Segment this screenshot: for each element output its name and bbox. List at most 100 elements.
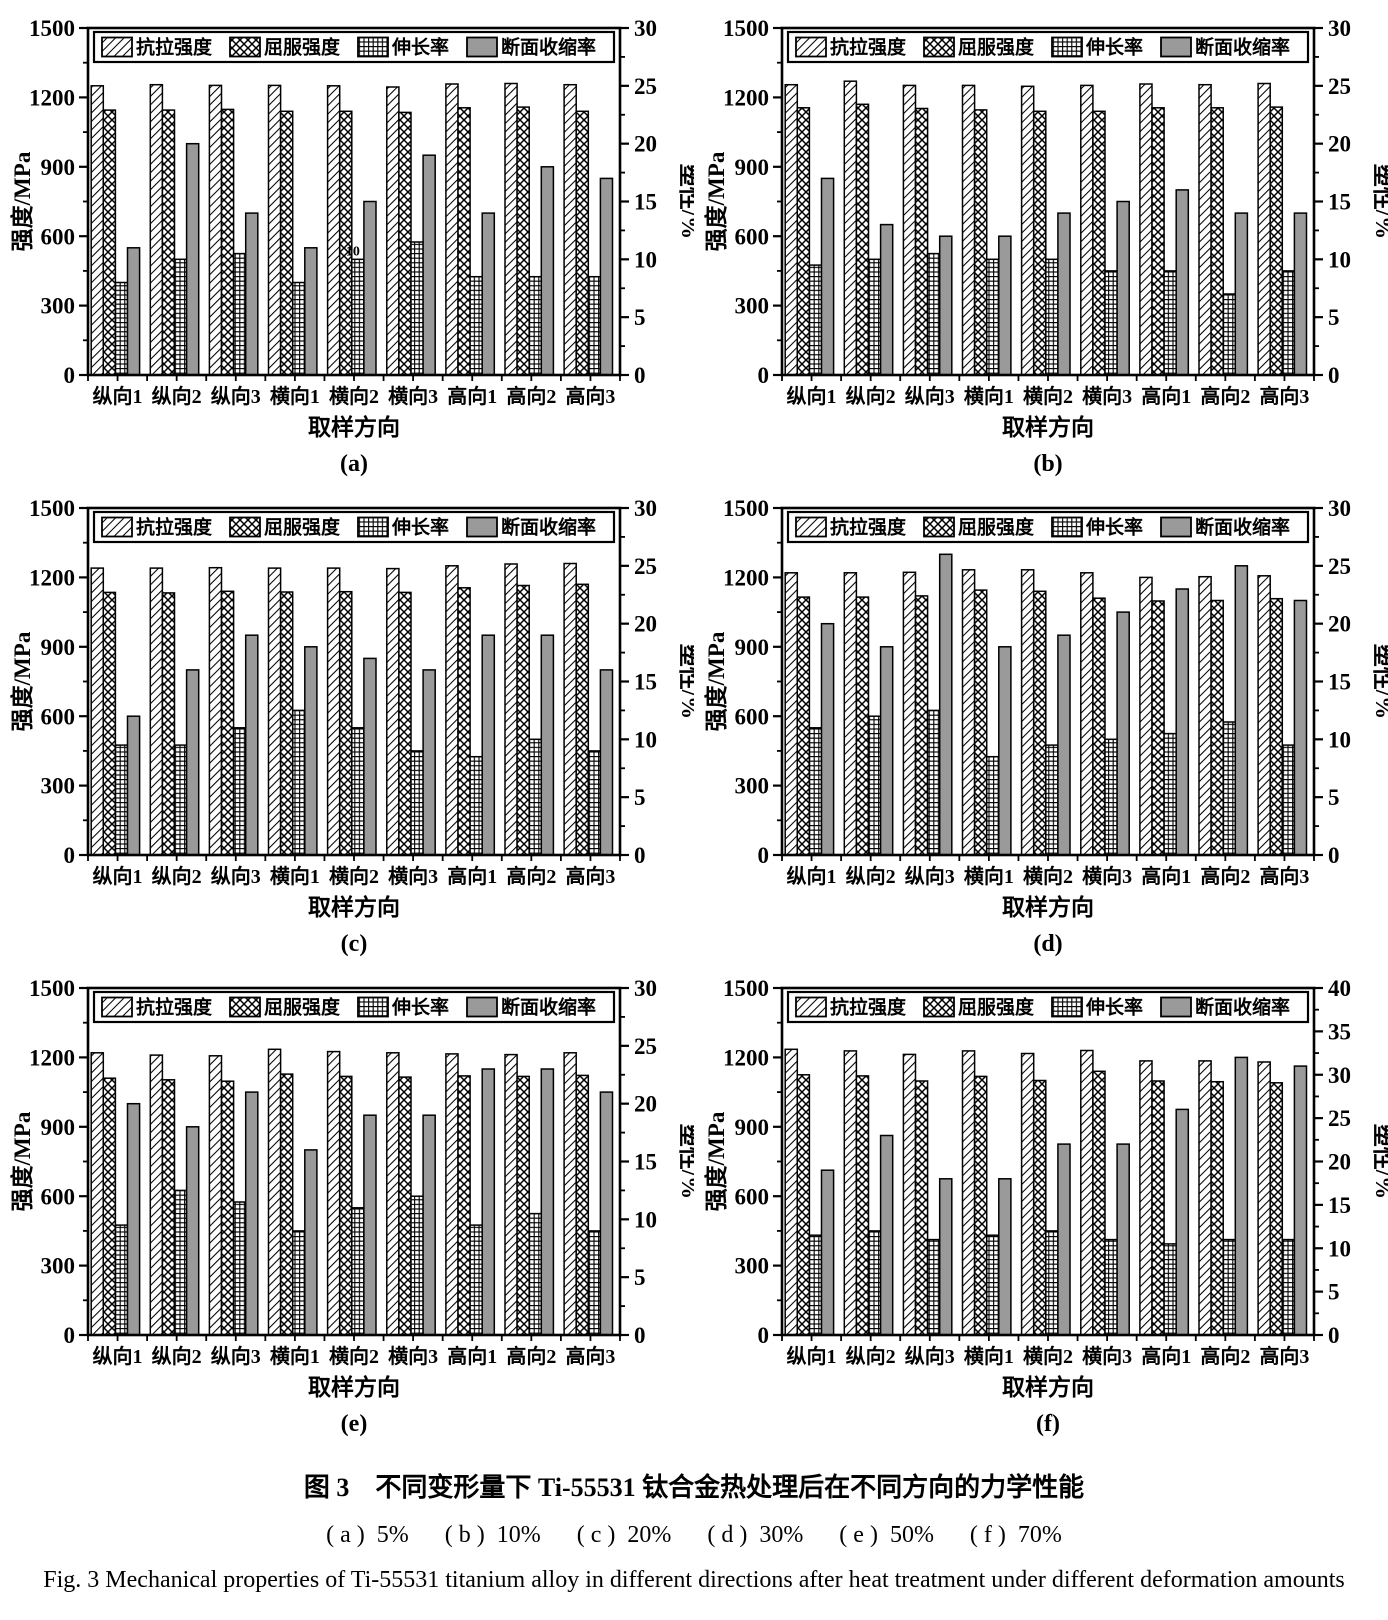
bar-断面收缩率-横向3	[422, 669, 436, 856]
x-category-label: 横向2	[1023, 864, 1073, 888]
x-category-label: 高向3	[1259, 1344, 1309, 1368]
legend-label: 屈服强度	[958, 36, 1035, 59]
bar-抗拉强度-横向2	[1020, 85, 1035, 376]
legend: 抗拉强度 屈服强度 伸长率 断面收缩率	[786, 990, 1310, 1024]
bar-屈服强度-横向1	[973, 1075, 988, 1336]
bar-屈服强度-高向2	[1210, 1080, 1224, 1336]
right-tick-label: 15	[634, 190, 657, 215]
bar-断面收缩率-高向1	[481, 634, 496, 856]
left-tick-label: 600	[735, 224, 770, 249]
bar-伸长率-高向2	[528, 275, 543, 376]
x-category-label: 横向3	[388, 1344, 438, 1368]
bar-屈服强度-高向3	[575, 110, 590, 376]
bar-抗拉强度-横向3	[386, 1052, 400, 1336]
chart-a-canvas: 0 300 600 900 1200 1500 0 5 10 15 20 25 30 纵向1 纵向2 纵向3 横…	[9, 16, 694, 477]
bar-抗拉强度-横向3	[386, 86, 400, 376]
x-category-label: 纵向1	[787, 1344, 837, 1368]
bar-屈服强度-纵向1	[102, 109, 117, 376]
bar-断面收缩率-纵向2	[879, 223, 894, 376]
bar-屈服强度-高向2	[516, 1075, 530, 1336]
bar-伸长率-横向1	[291, 281, 306, 376]
x-category-label: 纵向1	[93, 864, 143, 888]
bar-屈服强度-高向3	[575, 583, 590, 856]
bar-抗拉强度-横向2	[326, 1050, 341, 1336]
bar-屈服强度-横向2	[1032, 110, 1047, 376]
right-tick-label: 10	[1328, 247, 1351, 272]
bar-抗拉强度-横向2	[326, 85, 341, 376]
legend-swatch-伸长率	[1051, 516, 1083, 538]
bar-抗拉强度-高向2	[1198, 1060, 1212, 1336]
bar-断面收缩率-纵向2	[879, 1134, 894, 1336]
panel-label: (e)	[341, 1411, 368, 1437]
right-tick-label: 30	[634, 496, 657, 521]
right-tick-label: 15	[1328, 670, 1351, 695]
left-axis-title: 强度/MPa	[9, 151, 35, 251]
x-category-label: 纵向3	[905, 864, 955, 888]
right-tick-label: 20	[634, 132, 657, 157]
x-category-label: 纵向3	[211, 1344, 261, 1368]
bar-伸长率-横向2	[351, 727, 365, 856]
right-tick-label: 0	[1328, 843, 1340, 868]
right-axis-title: 塑性/%	[1371, 1124, 1388, 1199]
bar-抗拉强度-横向2	[1020, 569, 1035, 856]
legend-swatch-断面收缩率	[1160, 516, 1192, 538]
right-tick-label: 25	[634, 554, 657, 579]
figure-caption: 图 3 不同变形量下 Ti-55531 钛合金热处理后在不同方向的力学性能 ( …	[0, 1440, 1388, 1620]
chart-panel-c: 0 300 600 900 1200 1500 0 5 10 15 20 25 30 纵向1 纵向2 纵向3 横…	[0, 480, 694, 960]
x-category-label: 纵向2	[846, 384, 896, 408]
bar-断面收缩率-高向1	[481, 212, 496, 376]
bar-断面收缩率-横向1	[304, 247, 318, 376]
bar-伸长率-纵向1	[808, 264, 823, 376]
bar-伸长率-高向1	[1163, 1243, 1177, 1336]
legend-swatch-伸长率	[1051, 36, 1083, 58]
bar-伸长率-横向3	[410, 1195, 424, 1336]
bar-屈服强度-横向3	[398, 111, 412, 376]
bar-伸长率-横向1	[985, 1234, 1000, 1336]
right-tick-label: 0	[634, 363, 646, 388]
bar-断面收缩率-纵向1	[126, 715, 141, 856]
legend-swatch-屈服强度	[923, 516, 955, 538]
legend: 抗拉强度 屈服强度 伸长率 断面收缩率	[92, 510, 616, 544]
bar-屈服强度-横向1	[279, 1073, 294, 1336]
bar-抗拉强度-纵向2	[843, 80, 858, 376]
bar-伸长率-高向2	[1222, 293, 1237, 376]
bar-伸长率-纵向1	[808, 1234, 823, 1336]
legend-swatch-屈服强度	[923, 996, 955, 1018]
left-tick-label: 0	[64, 843, 76, 868]
legend-label: 伸长率	[1085, 996, 1143, 1019]
bar-断面收缩率-高向3	[599, 177, 614, 376]
left-tick-label: 300	[735, 774, 770, 799]
bar-屈服强度-横向2	[338, 110, 353, 376]
bar-断面收缩率-横向3	[422, 154, 436, 376]
bar-抗拉强度-高向3	[563, 562, 577, 856]
x-category-label: 高向1	[447, 1344, 497, 1368]
bar-抗拉强度-高向1	[1139, 83, 1153, 376]
bar-断面收缩率-高向1	[1175, 588, 1190, 856]
bar-抗拉强度-高向1	[1139, 1060, 1153, 1336]
x-category-label: 横向1	[964, 1344, 1014, 1368]
bars	[784, 1048, 1308, 1336]
left-axis-title: 强度/MPa	[9, 1111, 35, 1211]
bar-抗拉强度-横向1	[961, 84, 976, 376]
bar-抗拉强度-横向3	[386, 567, 400, 856]
legend-label: 伸长率	[1085, 36, 1143, 59]
bar-伸长率-横向3	[410, 750, 424, 856]
x-category-label: 纵向1	[93, 1344, 143, 1368]
legend-label: 抗拉强度	[830, 36, 907, 59]
x-category-label: 横向2	[1023, 384, 1073, 408]
bar-抗拉强度-横向2	[326, 567, 341, 856]
chart-e-canvas: 0 300 600 900 1200 1500 0 5 10 15 20 25 30 纵向1 纵向2 纵向3 横…	[9, 976, 694, 1437]
bar-伸长率-高向1	[469, 275, 483, 376]
bar-屈服强度-横向3	[398, 1076, 412, 1336]
x-axis-title: 取样方向	[308, 1374, 400, 1400]
right-tick-label: 10	[1328, 1236, 1351, 1261]
bar-屈服强度-横向3	[1092, 1070, 1106, 1336]
legend: 抗拉强度 屈服强度 伸长率 断面收缩率	[786, 30, 1310, 64]
bar-屈服强度-高向1	[457, 587, 471, 856]
bar-伸长率-高向3	[587, 750, 602, 856]
legend-swatch-抗拉强度	[101, 996, 133, 1018]
left-tick-label: 1200	[29, 1045, 75, 1070]
bar-断面收缩率-横向1	[998, 1178, 1012, 1336]
right-tick-label: 5	[634, 305, 646, 330]
right-tick-label: 5	[1328, 1280, 1340, 1305]
